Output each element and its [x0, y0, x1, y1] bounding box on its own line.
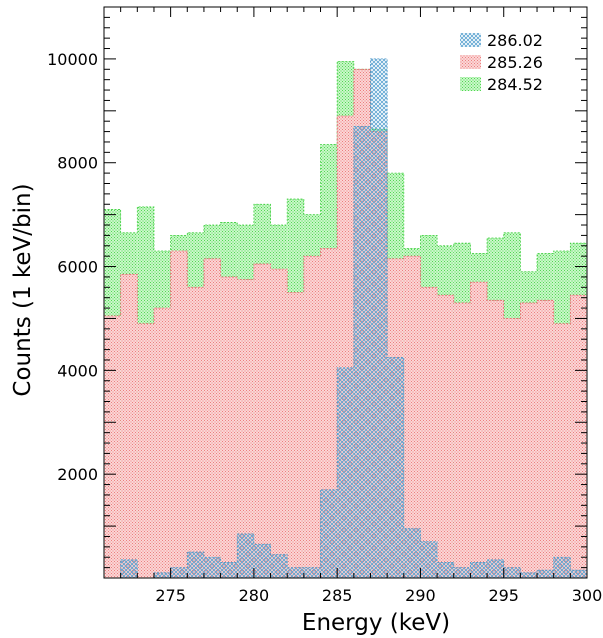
- x-tick-label: 295: [488, 586, 519, 605]
- bar-286-02-8: [237, 533, 254, 578]
- bar-286-02-5: [187, 552, 204, 578]
- bar-286-02-20: [437, 562, 454, 578]
- bar-286-02-18: [403, 528, 421, 578]
- bar-285-26-7: [220, 276, 238, 578]
- plot-border: [103, 6, 588, 579]
- plot-frame: [103, 6, 588, 579]
- y-axis-label: Counts (1 keV/bin): [10, 183, 36, 396]
- bar-285-26-8: [237, 279, 254, 578]
- bar-286-02-9: [253, 544, 271, 578]
- series-286-02-bars: [104, 58, 588, 579]
- legend-swatch-284-52: [460, 77, 481, 91]
- bar-285-26-22: [470, 282, 488, 578]
- bar-286-02-3: [153, 572, 171, 578]
- x-tick-label: 290: [405, 586, 436, 605]
- bar-286-02-4: [170, 567, 188, 578]
- bar-286-02-16: [370, 58, 388, 579]
- bar-286-02-28: [570, 570, 587, 578]
- bar-286-02-15: [353, 126, 371, 578]
- bar-285-26-23: [487, 300, 504, 578]
- bar-285-26-18: [403, 256, 421, 578]
- legend-swatch-285-26: [460, 55, 481, 69]
- bar-285-26-4: [170, 250, 188, 578]
- outline-284-52: [104, 61, 588, 273]
- bar-286-02-22: [470, 562, 488, 578]
- bar-285-26-11: [287, 292, 304, 578]
- bar-286-02-10: [270, 554, 288, 578]
- bar-285-26-21: [453, 302, 471, 578]
- bar-285-26-6: [203, 258, 221, 578]
- bar-285-26-10: [270, 269, 288, 578]
- y-tick-label: 2000: [57, 465, 98, 484]
- legend-label-286-02: 286.02: [487, 31, 543, 50]
- legend-label-284-52: 284.52: [487, 75, 543, 94]
- bar-285-26-1: [120, 274, 138, 578]
- bar-286-02-1: [120, 559, 138, 578]
- bar-285-26-19: [420, 287, 438, 578]
- x-tick-label: 285: [322, 586, 353, 605]
- bar-286-02-25: [520, 572, 538, 578]
- y-tick-label: 10000: [47, 50, 98, 69]
- bar-286-02-21: [453, 567, 471, 578]
- x-axis-label: Energy (keV): [302, 610, 450, 636]
- legend-label-285-26: 285.26: [487, 53, 543, 72]
- bar-286-02-6: [203, 557, 221, 578]
- bar-285-26-27: [553, 323, 571, 578]
- bar-285-26-24: [503, 318, 521, 578]
- bar-285-26-2: [137, 323, 154, 578]
- bar-285-26-20: [437, 295, 454, 578]
- bar-286-02-14: [337, 367, 354, 578]
- y-tick-label: 8000: [57, 154, 98, 173]
- bar-286-02-17: [387, 357, 404, 578]
- y-tick-label: 4000: [57, 361, 98, 380]
- x-tick-label: 275: [155, 586, 186, 605]
- bar-286-02-11: [287, 567, 304, 578]
- bar-285-26-5: [187, 287, 204, 578]
- bar-285-26-9: [253, 263, 271, 578]
- bar-286-02-13: [320, 489, 338, 578]
- bar-286-02-23: [487, 559, 504, 578]
- y-tick-label: 6000: [57, 258, 98, 277]
- x-axis-ticks: 275 280 285 290 295 300: [103, 7, 603, 605]
- bar-285-26-25: [520, 302, 538, 578]
- bar-286-02-19: [420, 541, 438, 578]
- legend: 286.02 285.26 284.52: [460, 31, 543, 94]
- bar-286-02-7: [220, 562, 238, 578]
- outline-286-02: [104, 58, 588, 579]
- bar-285-26-12: [303, 256, 321, 578]
- bar-285-26-28: [570, 295, 587, 578]
- bar-286-02-27: [553, 557, 571, 578]
- x-tick-label: 280: [239, 586, 270, 605]
- bar-285-26-0: [104, 315, 121, 578]
- bar-286-02-24: [503, 567, 521, 578]
- x-tick-label: 300: [572, 586, 603, 605]
- legend-swatch-286-02: [460, 33, 481, 47]
- outline-285-26: [104, 68, 588, 325]
- bar-286-02-26: [537, 570, 554, 578]
- bar-285-26-3: [153, 308, 171, 578]
- y-axis-ticks: 2000 4000 6000 8000 10000: [47, 6, 587, 569]
- bar-285-26-26: [537, 300, 554, 578]
- bar-286-02-12: [303, 567, 321, 578]
